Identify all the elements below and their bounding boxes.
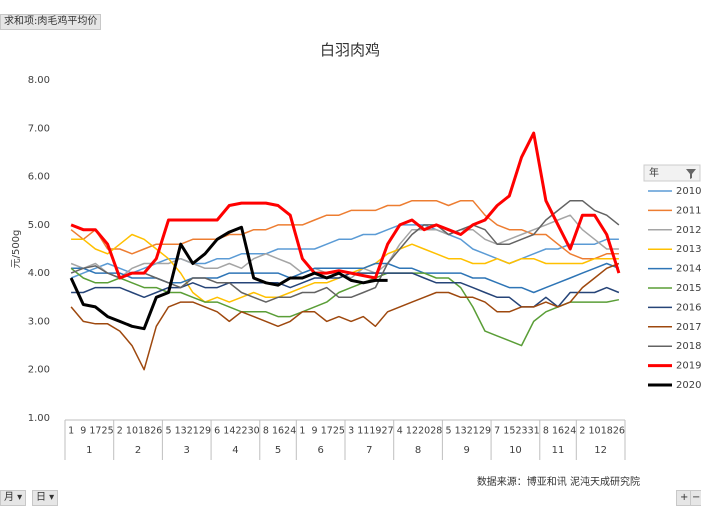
x-tick-label: 23 <box>515 426 527 437</box>
y-tick-label: 3.00 <box>28 316 50 327</box>
x-group-label: 1 <box>86 445 92 456</box>
x-tick-label: 2 <box>117 426 123 437</box>
x-tick-label: 29 <box>479 426 491 437</box>
x-group-label: 4 <box>232 445 238 456</box>
x-tick-label: 11 <box>357 426 369 437</box>
filter-icon[interactable] <box>686 169 696 179</box>
legend-label: 2012 <box>676 225 701 236</box>
y-axis-label: 元/500g <box>11 230 22 269</box>
x-group-label: 11 <box>552 445 565 456</box>
x-tick-label: 20 <box>418 426 430 437</box>
row-button-label: 月 <box>4 492 14 503</box>
x-group-label: 6 <box>317 445 323 456</box>
x-tick-label: 9 <box>80 426 86 437</box>
x-tick-label: 16 <box>552 426 564 437</box>
x-group-label: 7 <box>366 445 372 456</box>
source-note: 数据来源：博亚和讯 泥沌天成研究院 <box>477 475 640 486</box>
zoom-button[interactable]: − <box>690 490 701 506</box>
x-tick-label: 5 <box>165 426 171 437</box>
x-tick-label: 17 <box>321 426 333 437</box>
chart-title: 白羽肉鸡 <box>320 41 380 59</box>
x-tick-label: 6 <box>214 426 220 437</box>
y-tick-label: 1.00 <box>28 413 50 424</box>
x-tick-label: 21 <box>187 426 199 437</box>
legend-label: 2014 <box>676 264 701 275</box>
x-tick-label: 18 <box>138 426 150 437</box>
x-tick-label: 9 <box>312 426 318 437</box>
x-tick-label: 8 <box>543 426 549 437</box>
y-tick-label: 5.00 <box>28 220 50 231</box>
legend-label: 2011 <box>676 205 701 216</box>
y-tick-label: 6.00 <box>28 172 50 183</box>
field-button[interactable]: 求和项:肉毛鸡平均价 <box>0 14 102 30</box>
y-tick-label: 8.00 <box>28 75 50 86</box>
x-group-label: 8 <box>415 445 421 456</box>
legend-label: 2010 <box>676 186 701 197</box>
x-tick-label: 14 <box>223 426 235 437</box>
x-tick-label: 18 <box>601 426 613 437</box>
x-tick-label: 1 <box>299 426 305 437</box>
x-tick-label: 12 <box>406 426 418 437</box>
y-tick-label: 4.00 <box>28 268 50 279</box>
legend-label: 2018 <box>676 341 701 352</box>
legend-label: 2017 <box>676 322 701 333</box>
legend-label: 2019 <box>676 361 701 372</box>
x-tick-label: 25 <box>333 426 345 437</box>
x-tick-label: 28 <box>430 426 442 437</box>
x-group-label: 12 <box>594 445 607 456</box>
x-tick-label: 3 <box>348 426 354 437</box>
x-tick-label: 19 <box>369 426 381 437</box>
x-tick-label: 29 <box>199 426 211 437</box>
x-tick-label: 13 <box>175 426 187 437</box>
x-tick-label: 26 <box>150 426 162 437</box>
x-tick-label: 15 <box>503 426 515 437</box>
row-button[interactable]: 月 ▾ <box>0 490 27 506</box>
chart: 白羽肉鸡 元/500g 数据来源：博亚和讯 泥沌天成研究院 年 1.00 2.00… <box>11 41 701 486</box>
x-tick-label: 2 <box>579 426 585 437</box>
x-tick-label: 10 <box>126 426 138 437</box>
series-line <box>70 224 619 279</box>
x-tick-label: 17 <box>89 426 101 437</box>
x-tick-label: 22 <box>235 426 247 437</box>
x-tick-label: 25 <box>102 426 114 437</box>
series-line <box>69 225 388 331</box>
x-tick-label: 31 <box>528 426 540 437</box>
x-tick-label: 30 <box>248 426 260 437</box>
x-tick-label: 1 <box>68 426 74 437</box>
y-tick-label: 2.00 <box>28 365 50 376</box>
series-line <box>70 131 621 280</box>
row-button-label: 日 <box>36 492 46 503</box>
y-tick-label: 7.00 <box>28 123 50 134</box>
series-line <box>70 262 620 371</box>
legend-label: 2013 <box>676 244 701 255</box>
x-tick-label: 13 <box>455 426 467 437</box>
x-group-label: 10 <box>509 445 522 456</box>
x-tick-label: 4 <box>397 426 403 437</box>
x-group-label: 2 <box>135 445 141 456</box>
legend-label: 2016 <box>676 302 701 313</box>
x-group-label: 3 <box>184 445 190 456</box>
x-tick-label: 16 <box>272 426 284 437</box>
row-button[interactable]: 日 ▾ <box>32 490 59 506</box>
x-group-label: 5 <box>275 445 281 456</box>
legend-label: 2020 <box>676 380 701 391</box>
legend-label: 2015 <box>676 283 701 294</box>
x-tick-label: 21 <box>467 426 479 437</box>
x-tick-label: 27 <box>382 426 394 437</box>
legend-title: 年 <box>649 166 659 179</box>
series-line <box>70 199 620 303</box>
x-tick-label: 5 <box>445 426 451 437</box>
x-tick-label: 8 <box>263 426 269 437</box>
series-line <box>70 199 619 260</box>
x-tick-label: 10 <box>589 426 601 437</box>
x-tick-label: 26 <box>613 426 625 437</box>
x-tick-label: 24 <box>564 426 576 437</box>
x-group-label: 9 <box>464 445 470 456</box>
x-tick-label: 7 <box>494 426 500 437</box>
x-tick-label: 24 <box>284 426 296 437</box>
